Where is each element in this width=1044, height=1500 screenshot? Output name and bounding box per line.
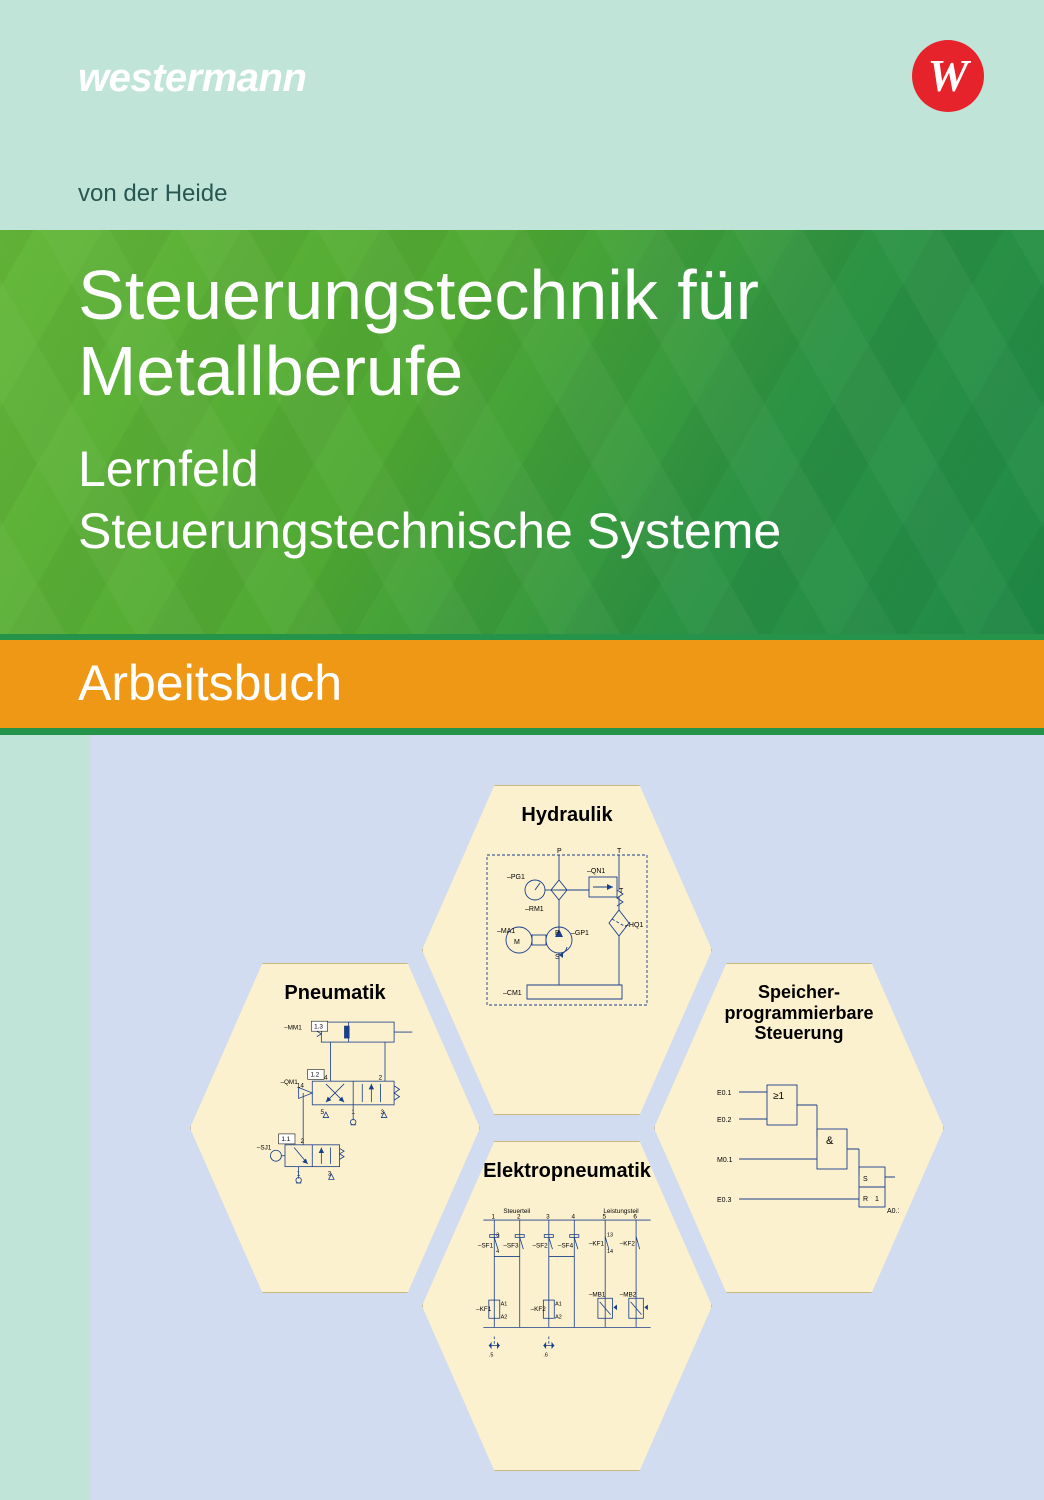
svg-text:–GP1: –GP1: [571, 930, 589, 937]
svg-text:6: 6: [633, 1213, 637, 1220]
publisher-name: westermann: [78, 56, 306, 101]
svg-text:≥1: ≥1: [773, 1091, 784, 1102]
top-band: westermann W von der Heide: [0, 0, 1044, 230]
svg-text:A2: A2: [555, 1314, 562, 1320]
svg-text:3: 3: [546, 1213, 550, 1220]
svg-text:1: 1: [875, 1196, 879, 1203]
svg-text:–HQ1: –HQ1: [625, 922, 643, 929]
svg-text:3: 3: [496, 1232, 499, 1238]
svg-text:–KF2: –KF2: [531, 1306, 547, 1313]
svg-text:&: &: [826, 1135, 834, 1147]
svg-text:4: 4: [496, 1249, 499, 1255]
svg-text:–SF4: –SF4: [558, 1242, 574, 1249]
svg-text:–SJ1: –SJ1: [257, 1144, 272, 1151]
svg-text:1.2: 1.2: [310, 1072, 319, 1079]
hex-title-sps: Speicher- programmierbare Steuerung: [724, 982, 873, 1044]
svg-text:–KF2: –KF2: [620, 1241, 636, 1248]
book-cover: westermann W von der Heide Steuerungstec…: [0, 0, 1044, 1500]
svg-text:4: 4: [572, 1213, 576, 1220]
svg-text:P: P: [557, 848, 562, 855]
svg-text:.5: .5: [489, 1352, 494, 1358]
svg-text:S: S: [863, 1176, 868, 1183]
svg-text:E0.3: E0.3: [717, 1197, 732, 1204]
hex-title-hydraulik: Hydraulik: [521, 804, 612, 827]
svg-text:–PG1: –PG1: [507, 874, 525, 881]
svg-text:2: 2: [379, 1074, 383, 1081]
hex-title-elektro: Elektropneumatik: [483, 1160, 651, 1183]
svg-text:2: 2: [517, 1213, 521, 1220]
svg-text:–SF2: –SF2: [532, 1242, 548, 1249]
svg-text:E0.2: E0.2: [717, 1117, 732, 1124]
svg-text:T: T: [617, 848, 622, 855]
svg-text:R: R: [863, 1196, 868, 1203]
svg-text:A1: A1: [555, 1302, 562, 1308]
diagram-pneumatik: –MM1 1.3 4 2 5 1 3 14 –QM1 1.2: [235, 1013, 435, 1213]
svg-text:A1: A1: [501, 1302, 508, 1308]
svg-text:M: M: [514, 939, 520, 946]
sps-title-l1: Speicher-: [758, 982, 840, 1002]
subtitle-line-1: Lernfeld: [78, 440, 259, 498]
hex-title-pneumatik: Pneumatik: [284, 982, 385, 1005]
sps-title-l2: programmierbare: [724, 1003, 873, 1023]
svg-text:M0.1: M0.1: [717, 1157, 733, 1164]
hex-sps: Speicher- programmierbare Steuerung E0.1…: [654, 963, 944, 1293]
svg-text:–MA1: –MA1: [497, 928, 515, 935]
svg-text:–MM1: –MM1: [284, 1024, 302, 1031]
svg-text:1.1: 1.1: [281, 1136, 290, 1143]
svg-text:14: 14: [607, 1249, 613, 1255]
svg-text:A0.1: A0.1: [887, 1208, 899, 1215]
svg-text:14: 14: [297, 1083, 305, 1090]
diagram-sps: E0.1 E0.2 M0.1 E0.3 ≥1 & S R 1 A0.1: [699, 1052, 899, 1252]
orange-bottom-divider: [0, 728, 1044, 735]
publisher-logo: W: [912, 40, 984, 112]
svg-text:.6: .6: [543, 1352, 548, 1358]
svg-text:E0.1: E0.1: [717, 1090, 732, 1097]
svg-text:2: 2: [300, 1138, 304, 1145]
hex-pneumatik: Pneumatik –MM1 1.3 4 2 5 1: [190, 963, 480, 1293]
sps-title-l3: Steuerung: [754, 1023, 843, 1043]
svg-text:–QN1: –QN1: [587, 868, 605, 875]
subtitle-line-2: Steuerungstechnische Systeme: [78, 502, 781, 560]
svg-text:1: 1: [492, 1213, 496, 1220]
svg-text:5: 5: [602, 1213, 606, 1220]
svg-text:P: P: [555, 930, 560, 937]
diagram-hydraulik: P T –PG1 –RM1 –QN1 T: [467, 835, 667, 1035]
svg-text:13: 13: [607, 1232, 613, 1238]
workbook-label: Arbeitsbuch: [78, 654, 342, 712]
hexagon-cluster: Hydraulik P T –PG1 –RM1 –QN1: [90, 735, 1044, 1500]
svg-text:–CM1: –CM1: [503, 990, 522, 997]
svg-text:–SF3: –SF3: [503, 1242, 519, 1249]
svg-text:5: 5: [320, 1109, 324, 1116]
author-name: von der Heide: [78, 180, 227, 208]
logo-letter: W: [928, 53, 969, 99]
svg-text:1.3: 1.3: [314, 1023, 323, 1030]
svg-text:–KF1: –KF1: [589, 1241, 605, 1248]
hex-elektro: Elektropneumatik Steuerteil Leistungstei…: [422, 1141, 712, 1471]
svg-text:–SF1: –SF1: [478, 1242, 494, 1249]
hex-hydraulik: Hydraulik P T –PG1 –RM1 –QN1: [422, 785, 712, 1115]
svg-text:4: 4: [324, 1074, 328, 1081]
diagram-elektropneumatik: Steuerteil Leistungsteil 1 2 3 4 5 6: [467, 1191, 667, 1391]
book-title: Steuerungstechnik für Metallberufe: [78, 258, 948, 409]
svg-text:–RM1: –RM1: [525, 906, 544, 913]
svg-text:–QM1: –QM1: [280, 1079, 298, 1086]
svg-text:T: T: [619, 888, 624, 895]
svg-text:–MB2: –MB2: [620, 1291, 637, 1298]
orange-band: Arbeitsbuch: [0, 640, 1044, 728]
svg-text:–MB1: –MB1: [589, 1291, 606, 1298]
svg-text:A2: A2: [501, 1314, 508, 1320]
svg-text:–KF1: –KF1: [476, 1306, 492, 1313]
title-band: Steuerungstechnik für Metallberufe Lernf…: [0, 230, 1044, 640]
